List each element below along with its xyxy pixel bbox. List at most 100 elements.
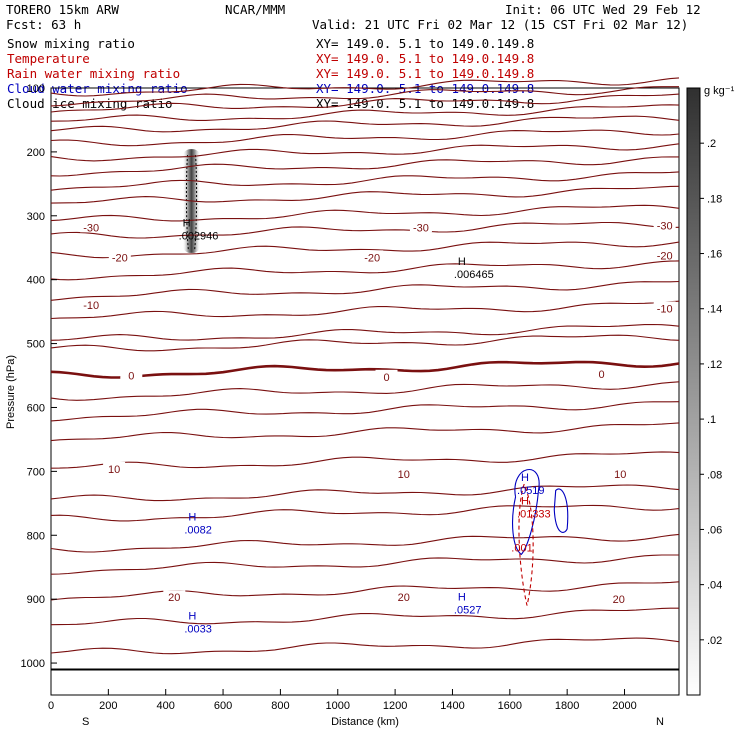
colorbar-tick-label: .02: [707, 635, 722, 647]
isotherm-line: [50, 129, 680, 147]
colorbar: [686, 87, 701, 696]
isotherm-line: [50, 204, 680, 222]
cloud-water-contour: [553, 488, 569, 533]
isotherm-line: [50, 484, 680, 502]
isotherm-label-bg: [80, 298, 103, 311]
isotherm-line: [50, 401, 680, 422]
isotherm-label: -20: [112, 252, 128, 264]
isotherm-line: [50, 104, 680, 122]
isotherm-line: [50, 323, 680, 341]
isotherm-label: 10: [108, 464, 120, 476]
cloud-water-contour: [512, 469, 540, 556]
maximum-value: .01333: [517, 509, 551, 521]
isotherm-line: [50, 300, 680, 320]
colorbar-tick-label: .2: [707, 138, 716, 150]
isotherm-label: -20: [657, 250, 673, 262]
isotherm-label: 10: [398, 469, 410, 481]
isotherm-line: [50, 115, 680, 133]
legend-field-xy: XY= 149.0. 5.1 to 149.0.149.8: [316, 66, 534, 81]
isotherm-line: [50, 77, 680, 97]
legend-field-name: Cloud ice mixing ratio: [7, 96, 173, 111]
plot-area: -30 -30 -30 -20 -20 -20 -10 -10 0 0 0 10 10 10 20 20 20 H…: [50, 77, 680, 671]
maximum-value: .0082: [184, 524, 212, 536]
maximum-value: .0519: [517, 485, 545, 497]
isotherm-label-bg: [609, 466, 632, 479]
isotherm-label-bg: [409, 220, 432, 233]
rain-contour: [518, 483, 534, 606]
maximum-marker: H: [183, 218, 191, 230]
isotherm-label: 20: [168, 592, 180, 604]
header-valid: Valid: 21 UTC Fri 02 Mar 12 (15 CST Fri …: [312, 17, 688, 32]
isotherm-line: [50, 86, 679, 107]
y-tick-label: 100: [27, 83, 45, 95]
isotherm-label-bg: [361, 250, 384, 263]
colorbar-tick-label: .1: [707, 414, 716, 426]
x-tick-label: 400: [157, 700, 175, 712]
isotherm-line: [50, 260, 680, 281]
isotherm-line: [50, 221, 680, 239]
colorbar-tick-label: .18: [707, 193, 722, 205]
maximum-marker: H: [458, 591, 466, 603]
isotherm-label: 0: [128, 371, 134, 383]
header-center: NCAR/MMM: [225, 2, 285, 17]
south-label: S: [82, 716, 89, 728]
isotherm-label: 20: [613, 594, 625, 606]
isotherm-line: [50, 451, 680, 469]
y-tick-label: 800: [27, 530, 45, 542]
isotherm-line: [50, 422, 680, 442]
colorbar-tick-label: .04: [707, 580, 722, 592]
north-label: N: [656, 716, 664, 728]
isotherm-label-bg: [607, 592, 630, 605]
isotherm-line: [50, 185, 680, 204]
isotherm-label: 20: [398, 592, 410, 604]
isotherm-label: -30: [413, 222, 429, 234]
isotherm-label: -10: [657, 303, 673, 315]
x-axis-label: Distance (km): [331, 716, 399, 728]
maximum-value: .0033: [184, 624, 212, 636]
colorbar-tick-label: .12: [707, 359, 722, 371]
isotherm-line: [50, 533, 680, 553]
x-tick-label: 1600: [498, 700, 522, 712]
isotherm-label-bg: [103, 461, 126, 474]
legend-field-name: Temperature: [7, 51, 90, 66]
header-model: TORERO 15km ARW: [6, 2, 119, 17]
isotherm-label-bg: [392, 466, 415, 479]
isotherm-line: [50, 171, 680, 191]
isotherm-line: [50, 381, 680, 401]
isotherm-line: [50, 637, 680, 655]
y-tick-label: 200: [27, 147, 45, 159]
legend-field-name: Snow mixing ratio: [7, 36, 135, 51]
x-tick-label: 2000: [612, 700, 636, 712]
header-fcst: Fcst: 63 h: [6, 17, 81, 32]
maximum-marker: H: [188, 511, 196, 523]
y-axis-label: Pressure (hPa): [5, 355, 17, 429]
maximum-marker: H: [521, 472, 529, 484]
isotherm-line: [50, 607, 679, 626]
x-tick-label: 1200: [383, 700, 407, 712]
legend-field-xy: XY= 149.0. 5.1 to 149.0.149.8: [316, 36, 534, 51]
isotherm-line: [50, 334, 680, 352]
isotherm-line: [50, 554, 679, 575]
isotherm-label: 10: [614, 469, 626, 481]
x-tick-label: 600: [214, 700, 232, 712]
isotherm-line: [50, 143, 680, 162]
maximum-value: .001: [511, 542, 532, 554]
colorbar-unit: g kg⁻¹: [704, 85, 735, 97]
x-tick-label: 200: [99, 700, 117, 712]
colorbar-tick-label: .06: [707, 524, 722, 536]
isotherm-label: -20: [364, 252, 380, 264]
isotherm-label: 0: [383, 372, 389, 384]
y-tick-label: 300: [27, 211, 45, 223]
isotherm-label-bg: [392, 590, 415, 603]
y-tick-label: 900: [27, 594, 45, 606]
isotherm-line: [50, 280, 680, 301]
isotherm-label-bg: [653, 301, 676, 314]
isotherm-label-bg: [80, 220, 103, 233]
x-tick-label: 1800: [555, 700, 579, 712]
colorbar-tick-label: .08: [707, 469, 722, 481]
x-tick-label: 1400: [440, 700, 464, 712]
x-tick-label: 0: [48, 700, 54, 712]
